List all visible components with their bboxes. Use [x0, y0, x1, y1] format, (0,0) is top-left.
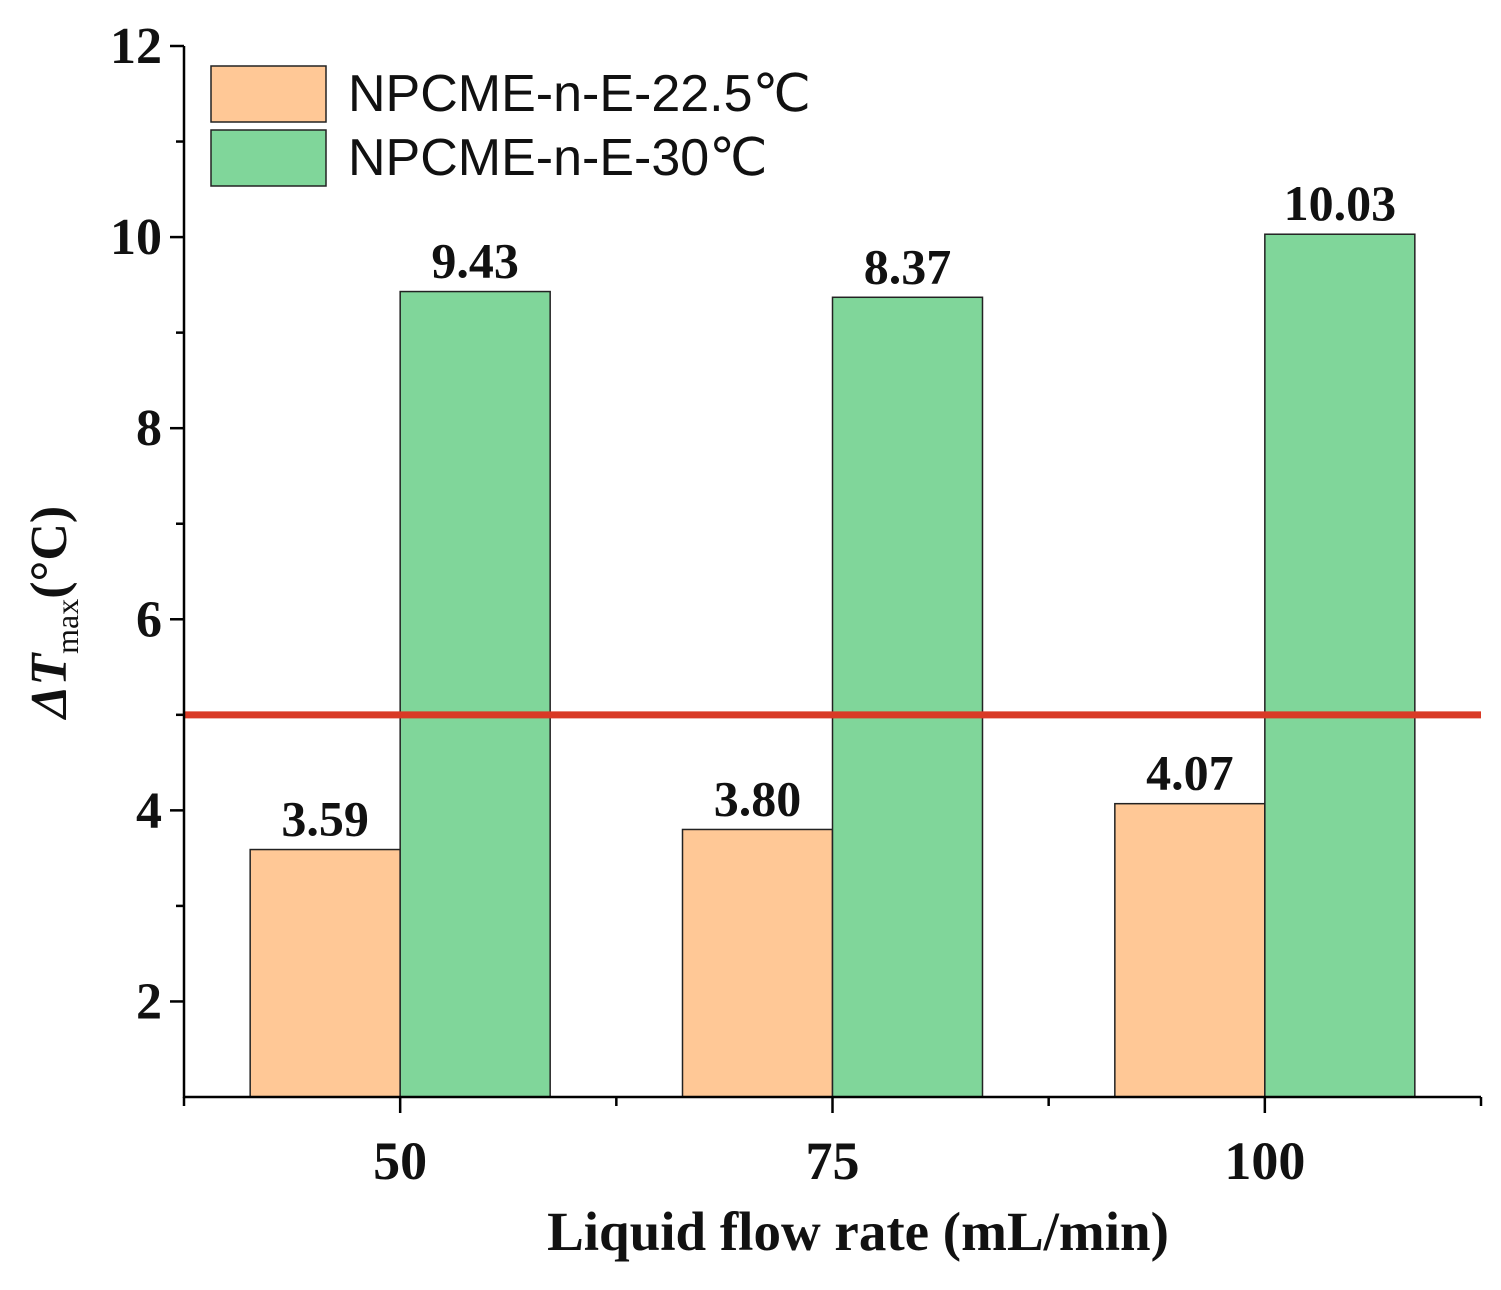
data-label-series2-75: 8.37 [864, 238, 952, 294]
y-axis-title: ΔTmax(°C) [21, 506, 85, 720]
x-tick-label-100: 100 [1224, 1131, 1305, 1191]
y-tick-label: 8 [136, 400, 162, 457]
bar-series1-50 [249, 848, 401, 1098]
y-tick-label: 6 [136, 591, 162, 648]
y-axis-title-subscript: max [49, 599, 85, 654]
bar-series1-100 [1114, 802, 1266, 1098]
data-label-series1-100: 4.07 [1146, 745, 1234, 801]
y-tick-label: 12 [110, 18, 162, 75]
axes-layer: 2 4 6 8 10 12 50 75 100 [110, 18, 1483, 1191]
legend-swatch-2 [210, 129, 327, 187]
legend-label-2: NPCME-n-E-30℃ [348, 129, 768, 187]
y-axis-title-unit: (°C) [21, 506, 78, 599]
data-label-series1-50: 3.59 [281, 791, 369, 847]
legend: NPCME-n-E-22.5℃ NPCME-n-E-30℃ [210, 65, 811, 187]
bar-series2-75 [831, 296, 984, 1098]
bar-series1-75 [681, 828, 834, 1098]
y-axis-title-main: ΔT [21, 652, 78, 721]
x-tick-label-75: 75 [806, 1131, 860, 1191]
x-axis-title: Liquid flow rate (mL/min) [547, 1201, 1169, 1262]
data-labels-layer: 3.59 3.80 4.07 9.43 8.37 10.03 [281, 175, 1396, 846]
bar-series2-100 [1264, 233, 1416, 1098]
legend-swatch-1 [210, 65, 327, 123]
legend-label-1: NPCME-n-E-22.5℃ [348, 65, 811, 123]
bars-layer [249, 233, 1416, 1098]
x-tick-label-50: 50 [373, 1131, 427, 1191]
bar-series2-50 [399, 290, 551, 1098]
data-label-series2-50: 9.43 [431, 233, 519, 289]
data-label-series2-100: 10.03 [1284, 175, 1397, 231]
y-tick-label: 10 [110, 209, 162, 266]
y-tick-label: 2 [136, 973, 162, 1030]
data-label-series1-75: 3.80 [714, 770, 802, 826]
y-tick-label: 4 [136, 782, 162, 839]
